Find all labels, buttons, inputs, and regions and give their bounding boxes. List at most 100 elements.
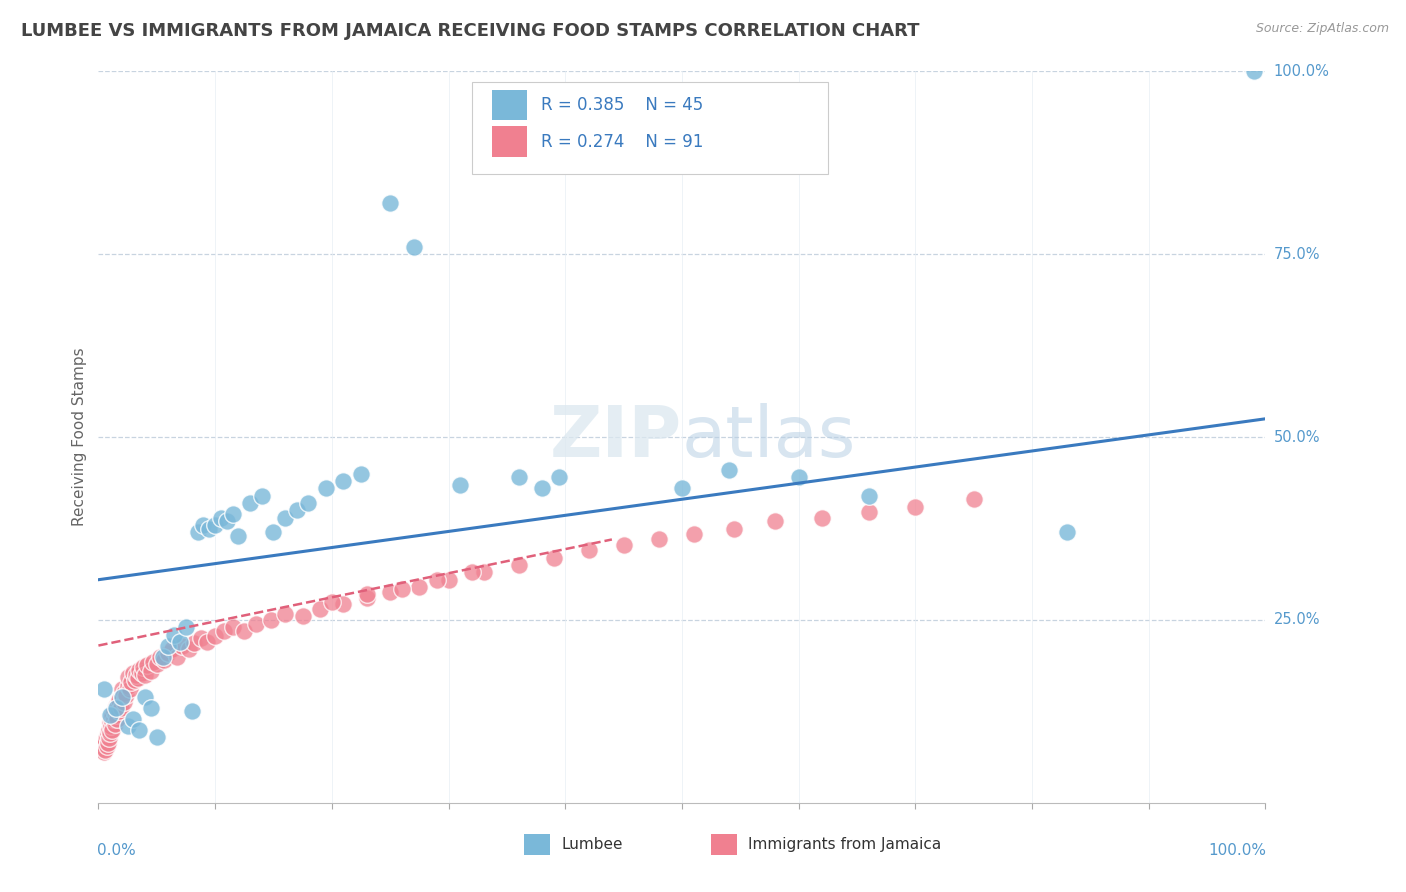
Text: Source: ZipAtlas.com: Source: ZipAtlas.com xyxy=(1256,22,1389,36)
Point xyxy=(104,700,127,714)
Point xyxy=(103,705,125,719)
Point xyxy=(548,470,571,484)
Point xyxy=(163,627,186,641)
Point xyxy=(100,719,122,733)
Point xyxy=(117,719,139,733)
Point xyxy=(104,708,127,723)
Text: 100.0%: 100.0% xyxy=(1274,64,1330,78)
Point xyxy=(174,620,197,634)
Point xyxy=(157,639,180,653)
Point xyxy=(309,602,332,616)
Point xyxy=(426,573,449,587)
Point xyxy=(136,658,159,673)
Point xyxy=(169,635,191,649)
Point xyxy=(858,505,880,519)
Text: LUMBEE VS IMMIGRANTS FROM JAMAICA RECEIVING FOOD STAMPS CORRELATION CHART: LUMBEE VS IMMIGRANTS FROM JAMAICA RECEIV… xyxy=(21,22,920,40)
Point xyxy=(117,670,139,684)
Text: 50.0%: 50.0% xyxy=(1274,430,1320,444)
Point xyxy=(97,723,120,737)
Point xyxy=(682,526,704,541)
Point xyxy=(131,665,153,680)
Point xyxy=(115,688,138,702)
Point xyxy=(613,538,636,552)
Point xyxy=(172,639,194,653)
Point xyxy=(315,481,337,495)
Point xyxy=(332,474,354,488)
Point xyxy=(166,649,188,664)
Point xyxy=(274,607,297,621)
Point xyxy=(530,481,553,495)
Point xyxy=(112,695,135,709)
Point xyxy=(221,620,243,634)
Point xyxy=(97,731,120,746)
Point xyxy=(543,550,565,565)
Text: Immigrants from Jamaica: Immigrants from Jamaica xyxy=(748,837,942,852)
Point xyxy=(128,723,150,737)
Point xyxy=(1243,64,1265,78)
Point xyxy=(449,477,471,491)
Point xyxy=(93,745,115,759)
Point xyxy=(356,587,378,601)
Point xyxy=(285,503,308,517)
Point xyxy=(103,712,125,726)
Point xyxy=(239,496,262,510)
Point xyxy=(858,489,880,503)
Point xyxy=(402,240,425,254)
Point xyxy=(260,613,283,627)
Point xyxy=(179,642,201,657)
Point xyxy=(1056,525,1078,540)
Point xyxy=(105,712,128,726)
Point xyxy=(671,481,693,495)
Point xyxy=(408,580,430,594)
Point xyxy=(195,635,218,649)
Point xyxy=(291,609,314,624)
Point xyxy=(461,566,484,580)
Text: ZIP: ZIP xyxy=(550,402,682,472)
Point xyxy=(139,664,162,678)
Point xyxy=(146,730,169,744)
Point xyxy=(508,470,530,484)
FancyBboxPatch shape xyxy=(472,82,828,174)
Point xyxy=(508,558,530,573)
Point xyxy=(962,492,984,507)
Point xyxy=(96,739,118,753)
Point xyxy=(149,649,172,664)
Point xyxy=(117,679,139,693)
Point xyxy=(187,525,209,540)
Point xyxy=(787,470,810,484)
Point xyxy=(332,597,354,611)
Point xyxy=(134,667,156,681)
Point xyxy=(127,672,149,686)
Point xyxy=(100,712,122,726)
Point xyxy=(233,624,256,638)
Point xyxy=(101,708,124,723)
Point xyxy=(578,543,600,558)
Bar xyxy=(492,126,527,157)
Point xyxy=(321,594,343,608)
Point xyxy=(132,660,155,674)
Point xyxy=(380,585,402,599)
Point xyxy=(91,737,114,751)
Point xyxy=(118,682,141,697)
Point xyxy=(245,616,267,631)
Point xyxy=(98,715,121,730)
Point xyxy=(152,649,174,664)
Point xyxy=(90,740,112,755)
Point xyxy=(112,686,135,700)
Point xyxy=(160,642,183,657)
Point xyxy=(104,716,127,731)
Point xyxy=(811,510,834,524)
Point xyxy=(98,726,121,740)
Point xyxy=(122,712,145,726)
Text: R = 0.274    N = 91: R = 0.274 N = 91 xyxy=(541,133,703,151)
Point xyxy=(472,566,495,580)
Point xyxy=(198,521,221,535)
Point xyxy=(108,693,131,707)
Point xyxy=(214,624,236,638)
Point xyxy=(93,733,115,747)
Point xyxy=(215,514,238,528)
Point xyxy=(297,496,319,510)
Point xyxy=(111,682,134,697)
Point xyxy=(391,582,413,597)
Point xyxy=(180,705,202,719)
